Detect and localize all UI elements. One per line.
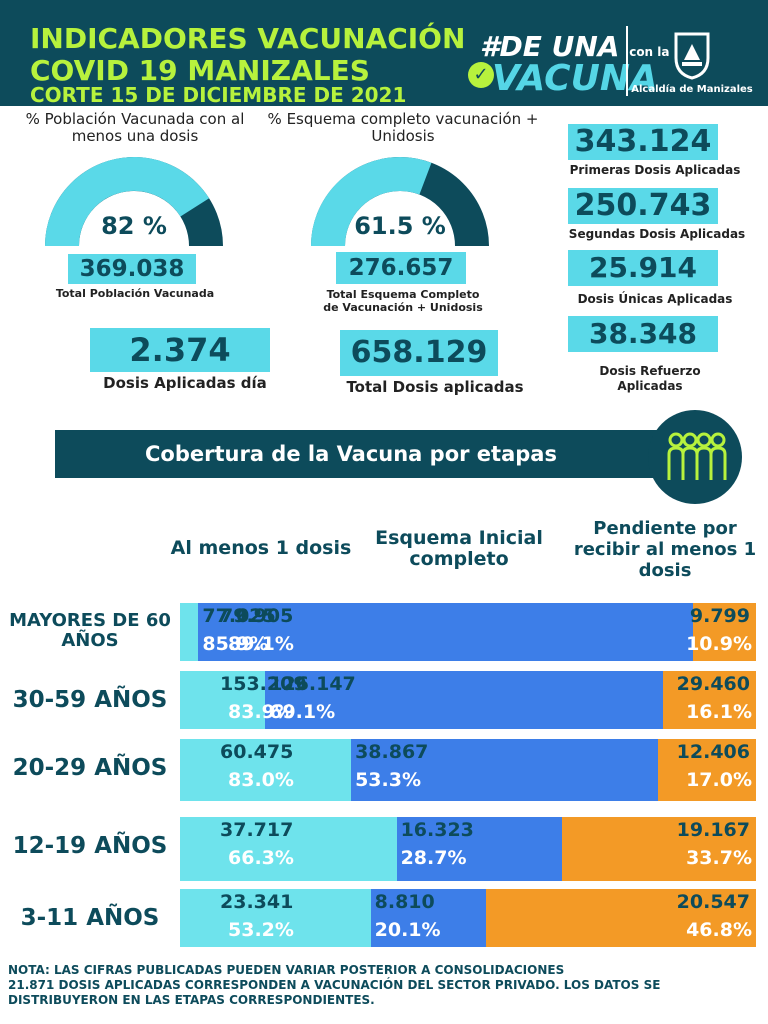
primera-pct: 83.9% xyxy=(228,701,294,723)
gauge-1-value: 369.038 xyxy=(68,254,196,284)
esquema-pct: 28.7% xyxy=(400,847,467,869)
daily-doses-value: 2.374 xyxy=(90,328,270,372)
pendiente-pct: 17.0% xyxy=(686,769,752,791)
bar-pendiente xyxy=(486,889,756,947)
row-label: 3-11 AÑOS xyxy=(20,905,160,931)
bar-primera xyxy=(180,739,352,801)
gauge-1-title: % Población Vacunada con al menos una do… xyxy=(25,110,245,145)
header: INDICADORES VACUNACIÓN COVID 19 MANIZALE… xyxy=(0,0,768,107)
gauge-1 xyxy=(45,157,223,247)
row-label: MAYORES DE 60 AÑOS xyxy=(9,610,171,651)
alcaldia-label: Alcaldía de Manizales xyxy=(631,84,753,95)
booster-doses-label: Dosis Refuerzo Aplicadas xyxy=(599,364,701,393)
column-header-pendiente: Pendiente por recibir al menos 1 dosis xyxy=(573,518,757,581)
header-divider xyxy=(626,26,628,96)
esquema-count: 126.147 xyxy=(269,673,356,695)
row-label: 20-29 AÑOS xyxy=(12,755,168,781)
logo-line-2: VACUNA xyxy=(492,58,658,99)
crest-icon xyxy=(674,32,710,80)
title-line-2: COVID 19 MANIZALES xyxy=(30,54,370,87)
bar-primera xyxy=(180,817,397,881)
primera-count: 60.475 xyxy=(220,741,294,763)
single-doses-label: Dosis Únicas Aplicadas xyxy=(577,292,733,306)
primera-pct: 66.3% xyxy=(228,847,294,869)
gauge-1-value-label: Total Población Vacunada xyxy=(55,287,215,300)
bar-pendiente xyxy=(658,739,756,801)
section-banner: Cobertura de la Vacuna por etapas xyxy=(55,430,675,478)
pendiente-pct: 10.9% xyxy=(686,633,752,655)
campaign-logo: #DE UNA con la ✓ VACUNA xyxy=(468,30,670,100)
gauge-2-value-label: Total Esquema Completo de Vacunación + U… xyxy=(323,288,483,314)
daily-doses-label: Dosis Aplicadas día xyxy=(103,374,267,392)
esquema-count: 16.323 xyxy=(400,819,474,841)
pendiente-pct: 46.8% xyxy=(686,919,752,941)
title-line-1: INDICADORES VACUNACIÓN xyxy=(30,22,466,55)
primera-count: 23.341 xyxy=(220,891,294,913)
check-icon: ✓ xyxy=(468,62,494,88)
esquema-pct: 85.9% xyxy=(202,633,269,655)
banner-title: Cobertura de la Vacuna por etapas xyxy=(145,442,557,466)
gauge-2-percent: 61.5 % xyxy=(354,212,446,240)
bar-pendiente xyxy=(663,671,756,729)
footnote-line-2: 21.871 DOSIS APLICADAS CORRESPONDEN A VA… xyxy=(8,978,661,1007)
bar-esquema xyxy=(351,739,659,801)
primera-pct: 83.0% xyxy=(228,769,294,791)
pendiente-pct: 33.7% xyxy=(686,847,752,869)
column-header-primera: Al menos 1 dosis xyxy=(170,537,352,559)
gauge-2-fill xyxy=(311,157,432,247)
booster-doses-value: 38.348 xyxy=(568,316,718,352)
bar-esquema xyxy=(370,889,487,947)
total-doses-label: Total Dosis aplicadas xyxy=(346,378,524,396)
gauge-1-percent: 82 % xyxy=(101,212,167,240)
bar-esquema xyxy=(198,603,694,661)
logo-line-1: #DE UNA con la xyxy=(480,30,670,63)
esquema-count: 77.025 xyxy=(202,605,276,627)
esquema-pct: 20.1% xyxy=(374,919,441,941)
pendiente-count: 20.547 xyxy=(676,891,750,913)
bar-primera xyxy=(180,603,199,661)
first-doses-label: Primeras Dosis Aplicadas xyxy=(569,163,741,177)
pendiente-count: 19.167 xyxy=(676,819,750,841)
row-label: 30-59 AÑOS xyxy=(12,687,168,713)
esquema-count: 38.867 xyxy=(355,741,429,763)
bar-primera xyxy=(180,671,266,729)
pendiente-count: 29.460 xyxy=(676,673,750,695)
primera-count: 37.717 xyxy=(220,819,294,841)
esquema-pct: 69.1% xyxy=(269,701,336,723)
primera-pct: 89.1% xyxy=(228,633,294,655)
single-doses-value: 25.914 xyxy=(568,250,718,286)
gauge-2-value: 276.657 xyxy=(336,252,466,284)
gauge-1-fill xyxy=(45,157,210,247)
bar-pendiente xyxy=(693,603,756,661)
pendiente-count: 9.799 xyxy=(689,605,750,627)
bar-esquema xyxy=(265,671,664,729)
esquema-pct: 53.3% xyxy=(355,769,421,791)
esquema-count: 8.810 xyxy=(374,891,435,913)
pendiente-count: 12.406 xyxy=(676,741,750,763)
second-doses-label: Segundas Dosis Aplicadas xyxy=(568,227,746,241)
primera-pct: 53.2% xyxy=(228,919,294,941)
column-header-esquema: Esquema Inicial completo xyxy=(375,527,543,570)
footnote-line-1: NOTA: LAS CIFRAS PUBLICADAS PUEDEN VARIA… xyxy=(8,963,565,977)
primera-count: 79.905 xyxy=(220,605,294,627)
primera-count: 153.209 xyxy=(220,673,307,695)
second-doses-value: 250.743 xyxy=(568,188,718,224)
gauge-2-title: % Esquema completo vacunación + Unidosis xyxy=(267,110,539,145)
bar-primera xyxy=(180,889,371,947)
bar-pendiente xyxy=(561,817,756,881)
bar-esquema xyxy=(396,817,562,881)
gauge-2 xyxy=(311,157,489,247)
row-label: 12-19 AÑOS xyxy=(12,833,168,859)
first-doses-value: 343.124 xyxy=(568,124,718,160)
footnote: NOTA: LAS CIFRAS PUBLICADAS PUEDEN VARIA… xyxy=(8,963,764,1008)
total-doses-value: 658.129 xyxy=(340,330,498,376)
pendiente-pct: 16.1% xyxy=(686,701,752,723)
people-group-icon xyxy=(648,410,742,504)
title-line-3: CORTE 15 DE DICIEMBRE DE 2021 xyxy=(30,83,407,107)
